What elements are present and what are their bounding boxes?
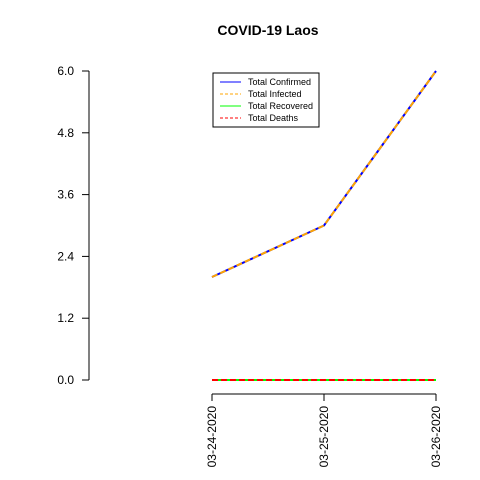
x-tick-label: 03-25-2020 (317, 406, 331, 468)
x-tick-label: 03-24-2020 (205, 406, 219, 468)
legend-label: Total Infected (248, 89, 302, 99)
series-lines (211, 70, 437, 381)
series-line-total-infected (211, 70, 437, 278)
y-axis-ticks: 0.0 1.2 2.4 3.6 4.8 6.0 (57, 64, 89, 387)
y-tick-label: 6.0 (57, 64, 74, 78)
y-tick-label: 1.2 (57, 311, 74, 325)
y-tick-label: 3.6 (57, 188, 74, 202)
legend: Total Confirmed Total Infected Total Recov… (212, 72, 320, 128)
legend-label: Total Recovered (248, 101, 313, 111)
legend-label: Total Deaths (248, 113, 299, 123)
x-tick-label: 03-26-2020 (429, 406, 443, 468)
y-tick-label: 0.0 (57, 373, 74, 387)
chart-title: COVID-19 Laos (217, 22, 318, 38)
y-tick-label: 2.4 (57, 249, 74, 263)
legend-label: Total Confirmed (248, 77, 311, 87)
x-axis-ticks: 03-24-2020 03-25-2020 03-26-2020 (205, 394, 443, 467)
y-tick-label: 4.8 (57, 126, 74, 140)
